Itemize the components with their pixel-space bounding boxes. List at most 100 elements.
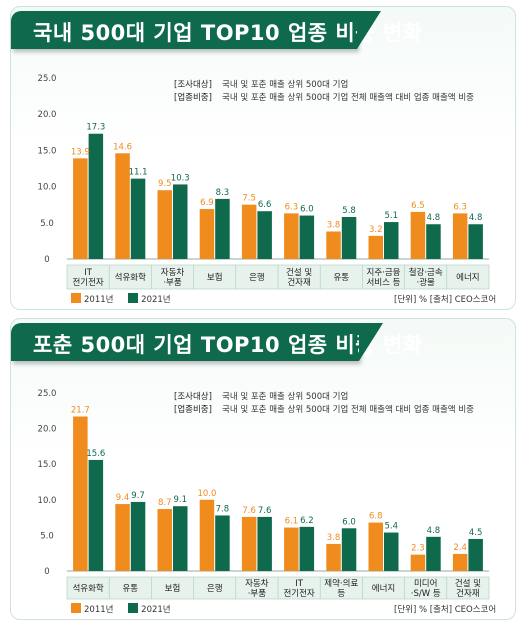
category-label: 건자재 (287, 277, 310, 288)
category-label: 건설 및 (286, 267, 312, 278)
bar-2021 (88, 133, 104, 259)
data-label-2011: 14.6 (113, 142, 132, 152)
data-label-2021: 5.8 (342, 206, 356, 216)
chart-panel-fortune: 포춘 500대 기업 TOP10 업종 비중 변화 [조사대상] 국내 및 포춘 … (10, 318, 516, 620)
data-label-2021: 4.8 (427, 526, 441, 536)
category-label: 등 (337, 589, 345, 599)
data-label-2011: 6.1 (285, 517, 299, 527)
data-label-2011: 2.3 (411, 544, 425, 554)
legend-swatch-2011 (71, 603, 81, 613)
category-label: ·부품 (163, 278, 182, 288)
title-banner: 포춘 500대 기업 TOP10 업종 비중 변화 (11, 323, 422, 361)
data-label-2021: 5.1 (384, 211, 398, 221)
y-tick-label: 25.0 (38, 389, 57, 399)
bar-2021 (257, 211, 272, 259)
bar-2021 (426, 536, 441, 571)
legend-label-2011: 2011년 (84, 295, 114, 305)
survey-info: [조사대상] 국내 및 포춘 매출 상위 500대 기업 [업종비중] 국내 및 포… (174, 391, 478, 417)
bar-2011 (73, 416, 88, 571)
y-tick-label: 10.0 (38, 496, 57, 506)
y-tick-label: 25.0 (38, 74, 57, 84)
legend-label-2011: 2011년 (84, 605, 114, 615)
y-tick-label: 20.0 (38, 110, 57, 120)
category-label: IT (295, 579, 304, 589)
bar-2011 (157, 509, 172, 571)
category-label: 유통 (333, 273, 349, 283)
data-label-2021: 6.0 (300, 205, 314, 215)
legend-label-2021: 2021년 (141, 605, 171, 615)
data-label-2011: 9.4 (116, 493, 130, 503)
category-label: 보험 (207, 273, 223, 283)
category-label: 유통 (122, 584, 138, 594)
data-label-2011: 13.9 (71, 147, 90, 157)
category-label: 보험 (165, 584, 181, 594)
data-label-2021: 7.6 (258, 506, 272, 516)
bar-2011 (73, 158, 88, 259)
data-label-2011: 6.3 (453, 202, 467, 212)
data-label-2011: 3.8 (327, 220, 341, 230)
y-tick-label: 5.0 (40, 219, 54, 229)
category-label: 지주·금융 (367, 268, 401, 278)
category-label: 은행 (249, 272, 265, 283)
data-label-2011: 10.0 (197, 489, 216, 499)
category-label: ·S/W 등 (411, 589, 441, 599)
bar-2011 (452, 213, 468, 259)
category-label: 철강·금속 (409, 267, 443, 278)
bar-2011 (326, 231, 341, 259)
category-label: 석유화학 (115, 272, 146, 283)
bar-2011 (157, 190, 172, 259)
category-label: 제약·의료 (324, 578, 358, 589)
legend-swatch-2011 (71, 293, 81, 303)
bar-2021 (384, 222, 399, 259)
bar-2011 (241, 516, 257, 571)
info-ratio-value: 국내 및 포춘 매출 상위 500대 기업 전체 매출액 대비 업종 매출액 비… (222, 405, 474, 415)
info-target-value: 국내 및 포춘 매출 상위 500대 기업 (222, 80, 349, 90)
bar-2011 (241, 204, 257, 259)
category-label: 건설 및 (455, 578, 481, 589)
category-label: 서비스 등 (367, 278, 401, 288)
legend: 2011년 2021년 (71, 293, 171, 305)
y-tick-label: 15.0 (38, 460, 57, 470)
category-label: ·부품 (248, 589, 267, 599)
category-label: 석유화학 (72, 583, 103, 594)
data-label-2011: 2.4 (453, 543, 467, 553)
bar-2021 (215, 198, 230, 259)
data-label-2021: 6.0 (342, 517, 356, 527)
category-label: 전기전자 (72, 277, 103, 288)
bar-2021 (341, 528, 357, 571)
category-label: 은행 (207, 583, 223, 594)
data-label-2011: 8.7 (158, 498, 172, 508)
data-label-2011: 9.5 (158, 179, 172, 189)
data-label-2021: 4.8 (469, 213, 483, 223)
source-note: [단위] % [출처] CEO스코어 (394, 295, 497, 305)
data-label-2011: 21.7 (71, 405, 90, 415)
banner-tip (357, 11, 381, 49)
bar-2021 (299, 526, 315, 571)
y-tick-label: 20.0 (38, 425, 57, 435)
category-label: 자동차 (161, 268, 185, 278)
category-label: ·광물 (417, 277, 436, 288)
source-note: [단위] % [출처] CEO스코어 (394, 605, 497, 615)
info-ratio-key: [업종비중] (174, 93, 212, 103)
info-target-key: [조사대상] (174, 80, 212, 90)
bar-2011 (199, 209, 215, 259)
category-label: 전기전자 (283, 588, 314, 599)
data-label-2011: 6.9 (200, 198, 214, 208)
bar-2021 (299, 215, 315, 259)
legend-label-2021: 2021년 (141, 295, 171, 305)
chart-title: 포춘 500대 기업 TOP10 업종 비중 변화 (33, 333, 423, 357)
bar-2011 (368, 235, 383, 259)
data-label-2011: 6.8 (369, 512, 383, 522)
legend: 2011년 2021년 (71, 603, 171, 615)
bar-2021 (215, 515, 230, 571)
bar-2021 (384, 532, 399, 571)
data-label-2011: 7.6 (242, 506, 256, 516)
data-label-2021: 9.7 (131, 491, 145, 501)
info-target-value: 국내 및 포춘 매출 상위 500대 기업 (222, 392, 349, 402)
data-label-2011: 6.5 (411, 201, 425, 211)
bar-2021 (426, 224, 441, 259)
data-label-2021: 4.5 (469, 528, 483, 538)
y-tick-label: 5.0 (40, 531, 54, 541)
y-tick-label: 0 (44, 255, 49, 265)
